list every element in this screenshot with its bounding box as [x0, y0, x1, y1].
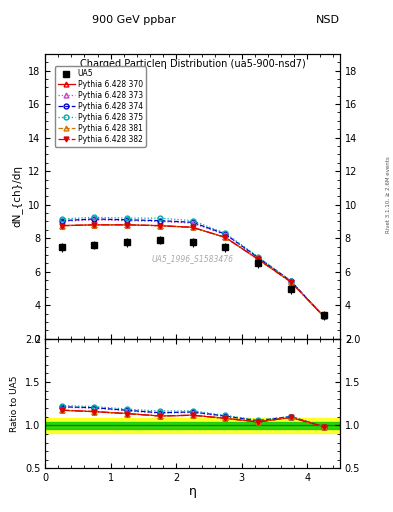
Pythia 6.428 374 [59, 218, 64, 224]
Pythia 6.428 375 [288, 278, 293, 284]
Pythia 6.428 382 [223, 234, 228, 241]
Pythia 6.428 382 [92, 222, 97, 228]
Text: NSD: NSD [316, 14, 340, 25]
Pythia 6.428 381 [288, 279, 293, 285]
Pythia 6.428 370 [256, 256, 261, 262]
Y-axis label: Ratio to UA5: Ratio to UA5 [10, 375, 19, 432]
Pythia 6.428 375 [190, 218, 195, 224]
Pythia 6.428 374 [190, 219, 195, 225]
Text: Charged Particleη Distribution (ua5-900-nsd7): Charged Particleη Distribution (ua5-900-… [80, 59, 305, 70]
Pythia 6.428 370 [125, 222, 129, 228]
Pythia 6.428 370 [158, 223, 162, 229]
Pythia 6.428 373 [223, 232, 228, 238]
Pythia 6.428 374 [158, 218, 162, 224]
Pythia 6.428 375 [321, 313, 326, 319]
Pythia 6.428 373 [92, 217, 97, 223]
Text: Rivet 3.1.10, ≥ 2.6M events: Rivet 3.1.10, ≥ 2.6M events [386, 156, 391, 233]
Text: UA5_1996_S1583476: UA5_1996_S1583476 [152, 254, 233, 264]
Bar [45, 422, 340, 429]
Text: 900 GeV ppbar: 900 GeV ppbar [92, 14, 176, 25]
Pythia 6.428 374 [256, 254, 261, 261]
Pythia 6.428 381 [321, 313, 326, 319]
X-axis label: η: η [189, 485, 196, 498]
Pythia 6.428 370 [190, 224, 195, 230]
Pythia 6.428 381 [59, 223, 64, 229]
Line: Pythia 6.428 373: Pythia 6.428 373 [59, 218, 326, 318]
Pythia 6.428 374 [223, 231, 228, 237]
Pythia 6.428 370 [59, 223, 64, 229]
Line: Pythia 6.428 381: Pythia 6.428 381 [59, 222, 326, 318]
Pythia 6.428 375 [125, 215, 129, 221]
Pythia 6.428 374 [321, 313, 326, 319]
Pythia 6.428 382 [321, 313, 326, 319]
Line: Pythia 6.428 374: Pythia 6.428 374 [59, 217, 326, 318]
Pythia 6.428 382 [288, 279, 293, 285]
Pythia 6.428 382 [158, 223, 162, 229]
Pythia 6.428 382 [256, 256, 261, 262]
Pythia 6.428 381 [125, 222, 129, 228]
Pythia 6.428 370 [321, 313, 326, 319]
Pythia 6.428 373 [256, 254, 261, 261]
Pythia 6.428 381 [256, 256, 261, 262]
Pythia 6.428 373 [125, 218, 129, 224]
Line: Pythia 6.428 370: Pythia 6.428 370 [59, 222, 326, 318]
Pythia 6.428 382 [59, 223, 64, 229]
Line: Pythia 6.428 375: Pythia 6.428 375 [59, 215, 326, 318]
Pythia 6.428 381 [190, 224, 195, 230]
Pythia 6.428 375 [256, 253, 261, 260]
Pythia 6.428 381 [92, 222, 97, 228]
Pythia 6.428 373 [158, 219, 162, 225]
Bar [45, 417, 340, 433]
Pythia 6.428 374 [288, 278, 293, 284]
Pythia 6.428 382 [125, 222, 129, 228]
Pythia 6.428 374 [92, 216, 97, 222]
Pythia 6.428 375 [223, 230, 228, 237]
Pythia 6.428 375 [158, 215, 162, 221]
Pythia 6.428 382 [190, 224, 195, 230]
Pythia 6.428 373 [190, 220, 195, 226]
Pythia 6.428 381 [223, 234, 228, 241]
Pythia 6.428 370 [288, 279, 293, 285]
Pythia 6.428 370 [223, 234, 228, 241]
Pythia 6.428 370 [92, 222, 97, 228]
Y-axis label: dN_{ch}/dη: dN_{ch}/dη [11, 165, 22, 227]
Line: Pythia 6.428 382: Pythia 6.428 382 [59, 222, 326, 318]
Pythia 6.428 373 [321, 313, 326, 319]
Pythia 6.428 375 [92, 214, 97, 220]
Pythia 6.428 373 [288, 278, 293, 284]
Pythia 6.428 381 [158, 223, 162, 229]
Pythia 6.428 373 [59, 219, 64, 225]
Legend: UA5, Pythia 6.428 370, Pythia 6.428 373, Pythia 6.428 374, Pythia 6.428 375, Pyt: UA5, Pythia 6.428 370, Pythia 6.428 373,… [55, 66, 146, 147]
Pythia 6.428 375 [59, 216, 64, 222]
Pythia 6.428 374 [125, 217, 129, 223]
